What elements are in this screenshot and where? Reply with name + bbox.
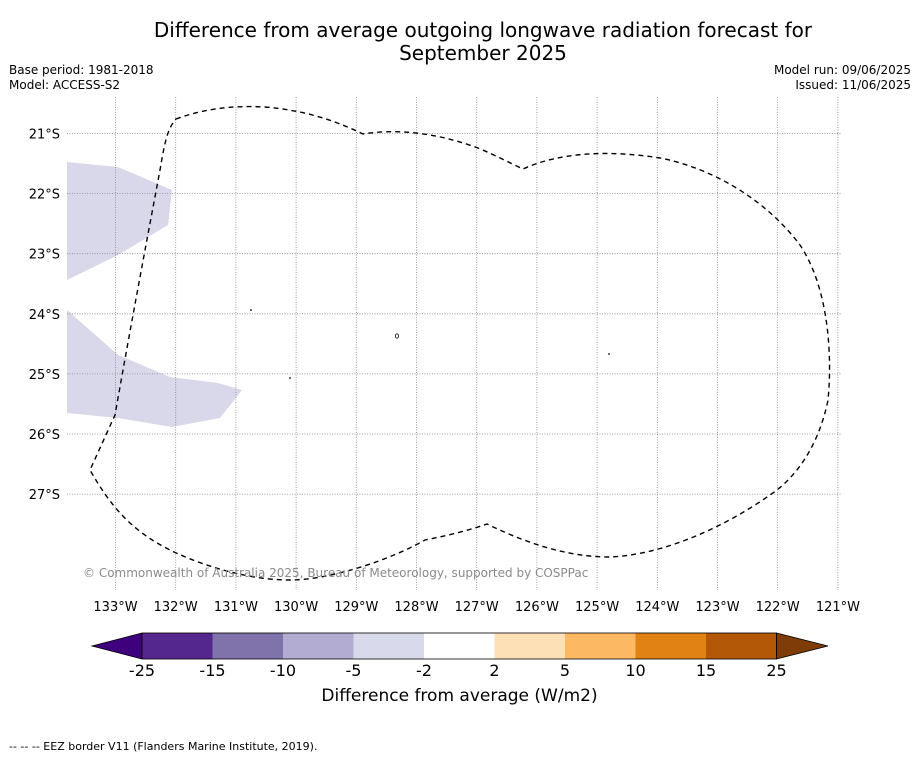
colorbar-segment	[424, 633, 495, 659]
colorbar-extend-min	[90, 632, 143, 660]
colorbar-tick-label: 10	[625, 661, 645, 680]
longitude-label: 127°W	[455, 600, 499, 615]
copyright-notice: © Commonwealth of Australia 2025, Bureau…	[83, 566, 588, 580]
colorbar-segment	[565, 633, 636, 659]
longitude-label: 132°W	[154, 600, 198, 615]
longitude-label: 129°W	[334, 600, 378, 615]
latitude-label: 21°S	[29, 128, 60, 143]
island-marker	[394, 333, 399, 339]
longitude-label: 126°W	[515, 600, 559, 615]
model-run: Model run: 09/06/2025	[773, 63, 911, 77]
colorbar-segment	[212, 633, 283, 659]
longitude-label: 125°W	[575, 600, 619, 615]
longitude-label: 130°W	[274, 600, 318, 615]
island-marker	[608, 353, 610, 355]
latitude-labels: 21°S 22°S 23°S 24°S 25°S 26°S 27°S	[29, 128, 60, 504]
latitude-label: 24°S	[29, 308, 60, 323]
colorbar-tick-label: -10	[270, 661, 296, 680]
anomaly-region-north	[67, 162, 172, 280]
eez-legend-note: -- -- -- EEZ border V11 (Flanders Marine…	[9, 740, 318, 753]
latitude-label: 22°S	[29, 188, 60, 203]
island-marker	[250, 309, 252, 311]
meta-right: Model run: 09/06/2025 Issued: 11/06/2025	[774, 63, 911, 93]
colorbar-label: Difference from average (W/m2)	[321, 686, 598, 706]
colorbar-tick-label: 5	[560, 661, 570, 680]
longitude-label: 121°W	[816, 600, 860, 615]
longitude-label: 122°W	[756, 600, 800, 615]
colorbar-tick-label: -15	[199, 661, 225, 680]
issued-date: Issued: 11/06/2025	[795, 78, 911, 92]
graticule	[67, 97, 842, 590]
latitude-label: 26°S	[29, 428, 60, 443]
title-line-1: Difference from average outgoing longwav…	[153, 18, 813, 42]
longitude-label: 123°W	[695, 600, 739, 615]
colorbar-segment	[283, 633, 354, 659]
latitude-label: 23°S	[29, 248, 60, 263]
longitude-label: 128°W	[394, 600, 438, 615]
colorbar-tick-label: -2	[416, 661, 432, 680]
colorbar-extend-max	[776, 632, 829, 660]
island-marker	[289, 377, 291, 379]
anomaly-region-south	[67, 310, 242, 427]
colorbar-segment	[142, 633, 213, 659]
base-period: Base period: 1981-2018	[9, 63, 154, 77]
colorbar-segment	[494, 633, 565, 659]
meta-left: Base period: 1981-2018 Model: ACCESS-S2	[9, 63, 154, 93]
longitude-label: 131°W	[214, 600, 258, 615]
map-title: Difference from average outgoing longwav…	[60, 19, 906, 65]
longitude-labels: 133°W 132°W 131°W 130°W 129°W 128°W 127°W 126°W…	[93, 600, 860, 615]
colorbar-segment	[353, 633, 424, 659]
latitude-label: 27°S	[29, 488, 60, 503]
colorbar-tick-labels: -25 -15 -10 -5 -2 2 5 10 15 25	[129, 661, 787, 680]
model-name: Model: ACCESS-S2	[9, 78, 121, 92]
colorbar-tick-label: 2	[489, 661, 499, 680]
colorbar-tick-label: -5	[346, 661, 362, 680]
colorbar	[90, 632, 829, 660]
colorbar-segment	[706, 633, 777, 659]
longitude-label: 124°W	[635, 600, 679, 615]
colorbar-tick-label: 15	[696, 661, 716, 680]
colorbar-segment	[635, 633, 706, 659]
latitude-label: 25°S	[29, 368, 60, 383]
longitude-label: 133°W	[93, 600, 137, 615]
colorbar-outline	[141, 632, 777, 660]
title-line-2: September 2025	[399, 41, 567, 65]
colorbar-tick-label: -25	[129, 661, 155, 680]
eez-border	[89, 105, 831, 581]
colorbar-tick-label: 25	[766, 661, 786, 680]
